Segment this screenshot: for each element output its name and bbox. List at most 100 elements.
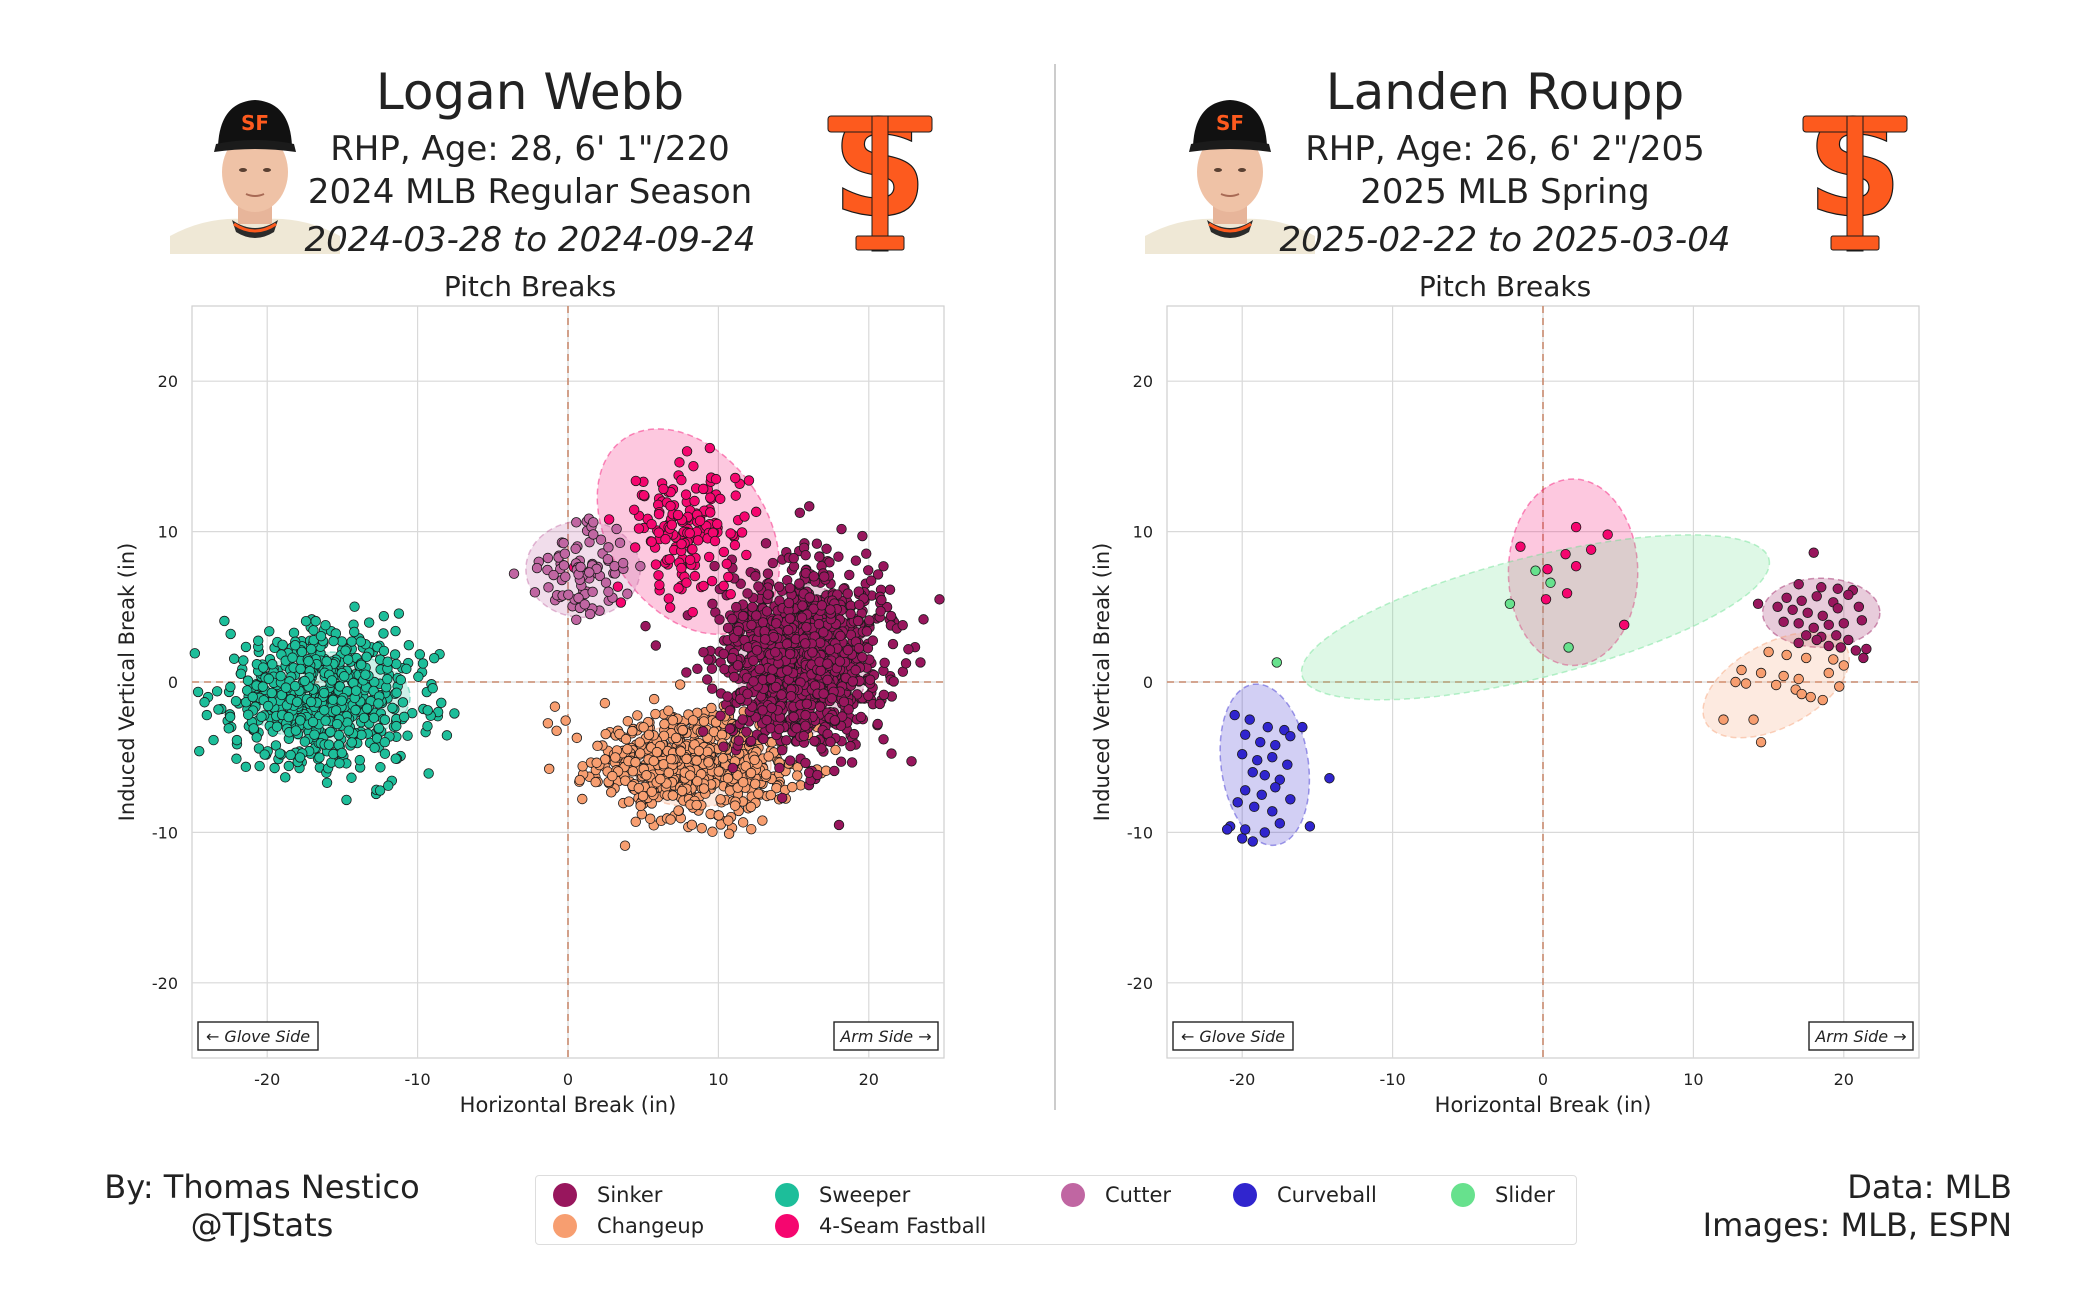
- point-sinker: [785, 691, 797, 702]
- point-sweeper: [247, 691, 258, 703]
- point-changeup: [635, 800, 646, 812]
- point-sinker: [833, 819, 845, 831]
- point-slider: [1504, 598, 1516, 609]
- point-sweeper: [341, 794, 352, 806]
- point-curveball: [1229, 709, 1240, 721]
- point-sinker: [1861, 643, 1872, 655]
- point-sweeper: [427, 683, 438, 694]
- point-sweeper: [361, 651, 372, 663]
- point-sweeper: [259, 749, 270, 760]
- point-sinker: [842, 588, 853, 599]
- point-4-seam-fastball: [723, 571, 734, 583]
- point-sinker: [804, 501, 815, 512]
- pitch-type-legend: Sinker Changeup Sweeper 4-Seam Fastball …: [535, 1175, 1577, 1245]
- point-sinker: [722, 622, 734, 634]
- point-sweeper: [378, 628, 389, 639]
- point-cutter: [531, 562, 543, 574]
- point-sweeper: [373, 723, 385, 734]
- point-sweeper: [228, 653, 240, 664]
- point-sinker: [765, 673, 777, 685]
- point-sinker: [726, 652, 738, 664]
- point-sweeper: [258, 662, 269, 673]
- point-sweeper: [285, 749, 296, 761]
- series-4-seam-fastball: [568, 442, 762, 618]
- point-sinker: [842, 644, 854, 656]
- point-sweeper: [391, 687, 402, 698]
- point-changeup: [630, 757, 641, 768]
- point-sinker: [836, 523, 847, 535]
- point-sinker: [844, 569, 855, 581]
- point-sinker: [702, 674, 713, 685]
- point-changeup: [599, 697, 611, 709]
- point-changeup: [600, 728, 611, 740]
- point-changeup: [677, 724, 688, 736]
- point-sinker: [1801, 630, 1812, 641]
- y-axis-label: Induced Vertical Break (in): [115, 543, 139, 822]
- legend-label: Changeup: [597, 1214, 705, 1238]
- point-sinker: [1856, 615, 1868, 626]
- point-changeup: [620, 734, 632, 745]
- point-4-seam-fastball: [710, 473, 722, 485]
- point-sinker: [854, 599, 865, 610]
- point-sweeper: [305, 696, 317, 708]
- point-sweeper: [334, 681, 346, 692]
- x-axis-label: Horizontal Break (in): [460, 1093, 677, 1117]
- point-sinker: [850, 555, 862, 566]
- point-sweeper: [378, 610, 390, 622]
- point-sinker: [1787, 604, 1798, 616]
- y-tick-label: -20: [1127, 974, 1153, 993]
- point-sinker: [1802, 607, 1813, 619]
- point-sinker: [876, 594, 887, 606]
- point-sweeper: [315, 630, 327, 642]
- x-tick-label: 20: [1834, 1070, 1854, 1089]
- point-4-seam-fastball: [676, 474, 687, 486]
- point-4-seam-fastball: [725, 528, 736, 539]
- point-changeup: [715, 794, 726, 805]
- series-changeup: [1718, 646, 1850, 748]
- point-4-seam-fastball: [1619, 619, 1630, 631]
- legend-marker-four-seam-fastball: [775, 1214, 799, 1238]
- point-sweeper: [436, 697, 447, 709]
- point-sinker: [774, 723, 785, 735]
- y-tick-label: -20: [152, 974, 178, 993]
- point-sinker: [857, 651, 868, 663]
- point-changeup: [713, 810, 724, 821]
- point-4-seam-fastball: [673, 582, 684, 594]
- point-changeup: [1834, 681, 1845, 692]
- point-sinker: [784, 613, 796, 624]
- point-sweeper: [422, 721, 433, 732]
- point-sinker: [650, 640, 662, 651]
- point-changeup: [1817, 694, 1828, 706]
- point-sweeper: [449, 708, 460, 719]
- point-changeup: [651, 746, 663, 758]
- point-sweeper: [201, 709, 213, 721]
- point-sinker: [1858, 652, 1869, 664]
- point-4-seam-fastball: [703, 551, 715, 563]
- point-sinker: [782, 665, 793, 676]
- point-sinker: [724, 723, 736, 734]
- point-4-seam-fastball: [689, 495, 700, 507]
- ellipse-slider: [1300, 534, 1771, 701]
- point-curveball: [1267, 752, 1278, 763]
- point-cutter: [560, 571, 571, 582]
- point-sinker: [879, 657, 890, 668]
- point-sweeper: [342, 654, 354, 665]
- point-sinker: [758, 733, 769, 745]
- point-curveball: [1285, 730, 1296, 742]
- point-changeup: [1770, 679, 1782, 691]
- point-changeup: [610, 752, 621, 763]
- point-sinker: [714, 614, 725, 625]
- point-sinker: [1811, 634, 1822, 646]
- panel-divider: [1054, 64, 1056, 1110]
- point-4-seam-fastball: [750, 506, 762, 518]
- point-sinker: [1772, 601, 1783, 613]
- point-changeup: [723, 828, 735, 840]
- point-4-seam-fastball: [676, 562, 687, 574]
- point-4-seam-fastball: [687, 544, 698, 555]
- point-sweeper: [336, 747, 348, 759]
- point-sweeper: [264, 626, 275, 637]
- point-sinker: [888, 676, 899, 687]
- point-sinker: [874, 698, 886, 710]
- y-tick-label: -10: [152, 823, 178, 842]
- point-4-seam-fastball: [603, 514, 615, 525]
